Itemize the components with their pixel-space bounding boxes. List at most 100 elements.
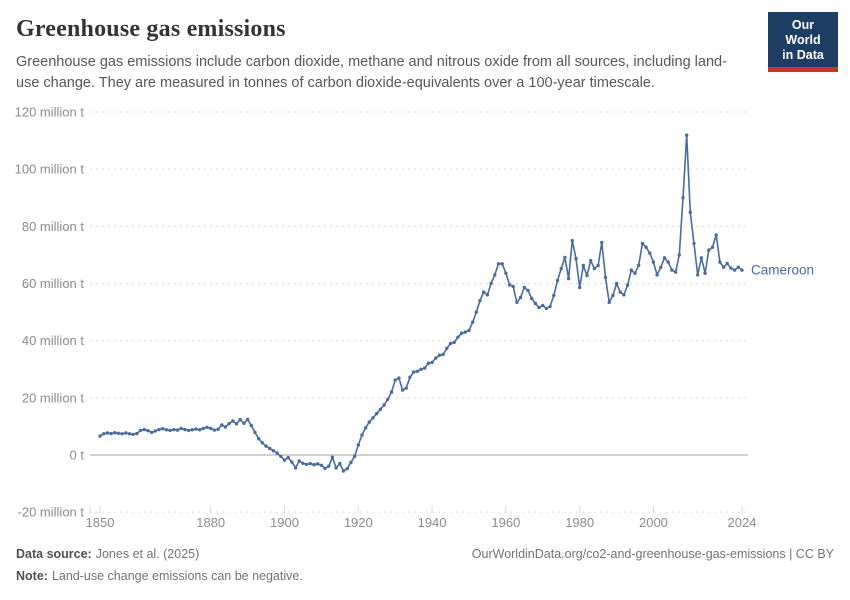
data-point: [426, 361, 431, 365]
y-tick-label: 100 million t: [15, 162, 85, 177]
data-point: [618, 290, 622, 294]
data-point: [736, 265, 740, 269]
data-point: [249, 423, 253, 428]
data-point: [400, 388, 405, 392]
data-point: [563, 255, 567, 260]
x-tick-label: 1980: [565, 515, 594, 530]
data-point: [109, 431, 113, 436]
y-tick-label: 40 million t: [22, 333, 85, 348]
data-source-label: Data source:: [16, 547, 92, 561]
data-point: [445, 346, 449, 351]
page-title: Greenhouse gas emissions: [16, 16, 286, 42]
data-point: [330, 455, 335, 459]
data-point: [415, 369, 419, 373]
data-point: [124, 431, 128, 435]
data-point: [216, 427, 220, 431]
x-tick-label: 1940: [418, 515, 447, 530]
data-point: [183, 427, 187, 432]
data-point: [364, 426, 368, 430]
data-point: [238, 417, 242, 422]
data-point: [234, 422, 239, 426]
data-point: [493, 273, 497, 277]
data-point: [371, 416, 375, 420]
data-point: [297, 459, 301, 463]
y-tick-label: 0 t: [70, 448, 85, 463]
note-label: Note:: [16, 569, 48, 583]
data-point: [530, 296, 534, 301]
owid-logo[interactable]: Our World in Data: [768, 12, 838, 72]
data-point: [714, 233, 718, 237]
data-point: [146, 429, 150, 433]
data-point: [356, 443, 360, 447]
data-point: [419, 367, 423, 371]
y-tick-label: 80 million t: [22, 219, 85, 234]
data-point: [404, 386, 408, 390]
data-point: [448, 341, 453, 346]
data-point: [677, 253, 681, 257]
data-point: [471, 320, 475, 324]
data-point: [703, 271, 707, 275]
data-point: [135, 431, 139, 436]
data-point: [264, 444, 268, 448]
data-point: [138, 428, 143, 433]
data-point: [651, 260, 656, 264]
data-point: [614, 281, 619, 286]
data-point: [740, 268, 744, 272]
data-point: [611, 293, 615, 298]
x-tick-label: 1880: [196, 515, 225, 530]
data-point: [688, 210, 692, 214]
data-point: [113, 431, 117, 435]
series-cameroon[interactable]: Cameroon: [98, 133, 814, 473]
data-point: [308, 461, 312, 466]
data-point: [434, 356, 438, 360]
data-point: [268, 446, 272, 451]
data-point: [699, 256, 704, 260]
data-point: [633, 271, 637, 275]
data-point: [504, 271, 508, 275]
data-point: [327, 464, 331, 468]
data-point: [341, 469, 346, 473]
data-point: [600, 240, 604, 245]
data-point: [220, 423, 224, 427]
data-point: [496, 262, 501, 266]
data-point: [541, 303, 545, 308]
data-point: [622, 293, 626, 297]
data-point: [142, 427, 146, 432]
data-point: [389, 390, 394, 394]
data-point: [681, 196, 685, 200]
data-point: [629, 268, 633, 272]
data-point: [286, 455, 290, 460]
data-point: [596, 263, 600, 268]
data-point: [474, 310, 478, 314]
data-point: [640, 241, 645, 246]
data-point: [352, 454, 357, 459]
data-point: [430, 360, 434, 365]
data-point: [607, 300, 611, 305]
data-point: [334, 466, 338, 470]
data-point: [179, 426, 183, 431]
data-point: [393, 378, 397, 382]
chart-footer: Data source: Jones et al. (2025) OurWorld…: [16, 547, 834, 561]
data-point: [190, 428, 194, 432]
data-point: [349, 460, 353, 465]
data-point: [585, 273, 589, 278]
data-point: [552, 293, 556, 298]
x-tick-label: 1900: [270, 515, 299, 530]
data-point: [544, 306, 549, 311]
data-point: [692, 241, 696, 246]
data-point: [478, 298, 482, 303]
license-link[interactable]: OurWorldinData.org/co2-and-greenhouse-ga…: [471, 547, 834, 561]
note-text: Land-use change emissions can be negativ…: [51, 569, 303, 583]
data-point: [637, 263, 641, 267]
data-point: [482, 290, 486, 294]
data-point: [566, 276, 571, 281]
series-label[interactable]: Cameroon: [751, 263, 814, 278]
chart-subtitle: Greenhouse gas emissions include carbon …: [16, 54, 727, 91]
data-point: [120, 432, 124, 436]
data-point: [729, 266, 733, 270]
data-point: [304, 462, 309, 467]
data-point: [271, 449, 276, 453]
data-point: [386, 397, 390, 401]
data-point: [570, 238, 574, 243]
